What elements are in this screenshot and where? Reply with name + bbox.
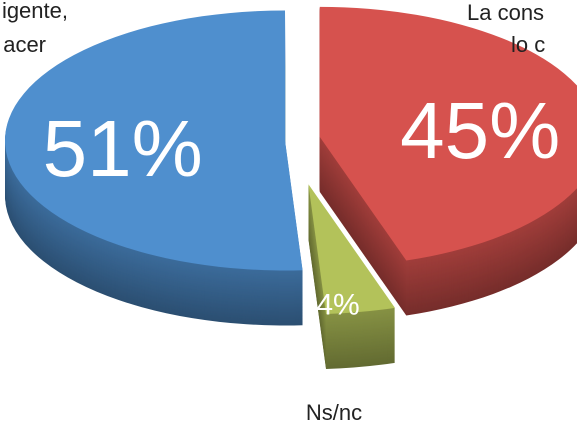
category-label: La cons (467, 0, 544, 25)
value-label: 4% (316, 289, 359, 322)
category-label: Ns/nc (306, 400, 362, 425)
slice (308, 184, 395, 314)
value-label: 51% (43, 104, 203, 193)
slice (319, 6, 577, 261)
category-label: lo c (511, 32, 545, 57)
slice (5, 10, 303, 271)
category-label: acer (3, 32, 46, 57)
category-label: igente, (2, 0, 68, 23)
value-label: 45% (400, 86, 560, 175)
